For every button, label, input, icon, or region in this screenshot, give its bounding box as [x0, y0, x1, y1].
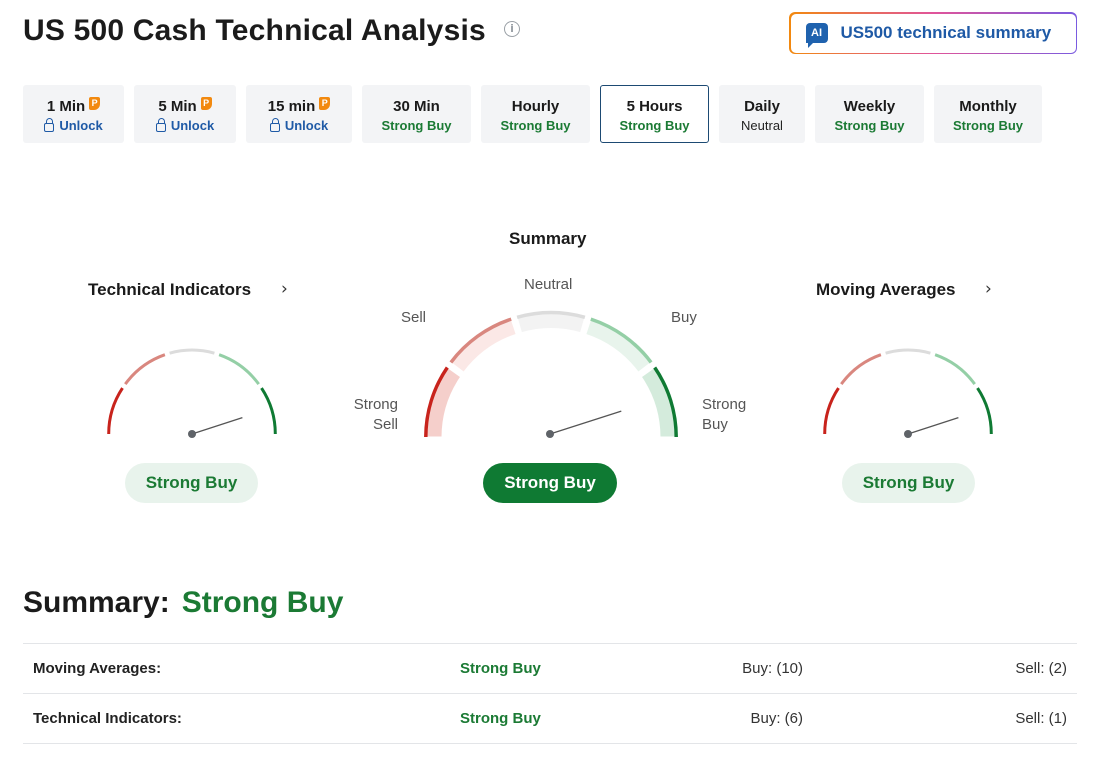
table-row: Technical Indicators: Strong Buy Buy: (6… [23, 694, 1077, 744]
row-name: Technical Indicators: [33, 710, 182, 727]
row-buy-count: Buy: (6) [750, 710, 803, 727]
tab-monthly[interactable]: Monthly Strong Buy [934, 85, 1042, 143]
summary-heading-label: Summary: [23, 586, 170, 619]
tab-status: Strong Buy [619, 118, 690, 133]
gauge-segment-buy [934, 353, 976, 385]
tab-status: Strong Buy [952, 118, 1024, 133]
summary-gauge [423, 310, 679, 438]
info-icon[interactable]: i [504, 21, 520, 37]
row-buy-count: Buy: (10) [742, 660, 803, 677]
tab-15-min[interactable]: 15 min P Unlock [246, 85, 352, 143]
gauge-segment-sell [840, 353, 882, 385]
row-signal: Strong Buy [460, 710, 541, 727]
summary-gauge-title: Summary [509, 229, 587, 248]
summary-gauge-result: Strong Buy [483, 463, 617, 503]
summary-heading: Summary: Strong Buy [23, 586, 343, 620]
moving-averages-title[interactable]: Moving Averages [816, 280, 956, 299]
tab-name: Hourly [511, 98, 560, 115]
gauge-segment-strong-buy [260, 387, 277, 435]
tab-status: Unlock [284, 118, 329, 133]
moving-averages-result: Strong Buy [842, 463, 975, 503]
tab-status: Unlock [170, 118, 215, 133]
tab-status: Neutral [741, 118, 783, 133]
tab-name: Weekly [843, 98, 896, 115]
gauge-segment-buy [218, 353, 260, 385]
gauge-segment-strong-sell [424, 366, 449, 438]
label-strong-sell: Strong Sell [350, 395, 398, 435]
tab-hourly[interactable]: Hourly Strong Buy [481, 85, 590, 143]
moving-averages-gauge [823, 348, 993, 438]
lock-icon [155, 117, 166, 132]
row-name: Moving Averages: [33, 660, 162, 677]
chevron-right-icon[interactable]: › [985, 279, 992, 299]
gauge-pivot [546, 430, 554, 438]
gauge-pivot [904, 430, 912, 438]
gauge-segment-sell [449, 317, 512, 364]
technical-indicators-gauge [107, 348, 277, 438]
lock-icon [44, 117, 55, 132]
technical-indicators-result: Strong Buy [125, 463, 258, 503]
tab-name: 5 Hours [626, 98, 683, 115]
tab-daily[interactable]: Daily Neutral [719, 85, 805, 143]
gauge-segment-buy [590, 317, 653, 364]
tab-status: Unlock [59, 118, 103, 133]
tab-status: Strong Buy [500, 118, 571, 133]
tab-5-hours[interactable]: 5 Hours Strong Buy [600, 85, 709, 143]
gauge-needle [907, 416, 959, 435]
gauge-segment-neutral [885, 348, 931, 355]
tab-name: 1 Min [46, 98, 86, 115]
label-neutral: Neutral [524, 276, 573, 293]
gauge-segment-strong-buy [976, 387, 993, 435]
summary-heading-value: Strong Buy [181, 586, 344, 619]
label-strong-buy-line1: Strong [702, 396, 747, 413]
tab-name: 30 Min [393, 98, 440, 115]
gauge-fill-buy [585, 316, 654, 373]
tab-status: Strong Buy [834, 118, 905, 133]
ai-chat-icon: AI [805, 23, 828, 48]
tab-weekly[interactable]: Weekly Strong Buy [815, 85, 924, 143]
tab-1-min[interactable]: 1 Min P Unlock [23, 85, 124, 143]
label-strong-buy: Strong Buy [702, 395, 746, 435]
tab-name: 15 min [267, 98, 316, 115]
gauge-segment-neutral [516, 310, 586, 319]
gauge-segment-sell [124, 353, 166, 385]
ai-technical-summary-button[interactable]: AI US500 technical summary [789, 12, 1077, 54]
premium-p-icon: P [200, 97, 212, 110]
label-buy: Buy [671, 309, 697, 326]
gauge-segment-strong-sell [107, 387, 124, 435]
gauge-needle [191, 416, 243, 435]
tab-5-min[interactable]: 5 Min P Unlock [134, 85, 236, 143]
lock-icon [269, 117, 280, 132]
chevron-right-icon[interactable]: › [281, 279, 288, 299]
gauge-segment-neutral [169, 348, 215, 355]
table-row: Moving Averages: Strong Buy Buy: (10) Se… [23, 644, 1077, 694]
gauge-segment-strong-buy [653, 366, 678, 438]
technical-indicators-title[interactable]: Technical Indicators [88, 280, 252, 299]
tab-name: 5 Min [158, 98, 197, 115]
label-sell: Sell [401, 309, 427, 326]
ai-button-label: US500 technical summary [840, 23, 1052, 42]
summary-table: Moving Averages: Strong Buy Buy: (10) Se… [23, 643, 1077, 744]
gauge-fill-sell [448, 316, 517, 373]
row-sell-count: Sell: (2) [1015, 660, 1067, 677]
premium-p-icon: P [319, 97, 331, 110]
label-strong-sell-line1: Strong [353, 396, 398, 413]
tab-name: Daily [744, 98, 780, 115]
gauge-pivot [188, 430, 196, 438]
row-signal: Strong Buy [460, 660, 541, 677]
tab-name: Monthly [959, 98, 1017, 115]
gauge-segment-strong-sell [823, 387, 840, 435]
label-strong-buy-line2: Buy [702, 416, 728, 433]
label-strong-sell-line2: Sell [372, 416, 398, 433]
premium-p-icon: P [89, 97, 101, 110]
row-sell-count: Sell: (1) [1015, 710, 1067, 727]
tab-status: Strong Buy [381, 118, 452, 133]
tab-30-min[interactable]: 30 Min Strong Buy [362, 85, 471, 143]
page-title: US 500 Cash Technical Analysis [23, 14, 486, 47]
gauge-needle [549, 410, 622, 435]
